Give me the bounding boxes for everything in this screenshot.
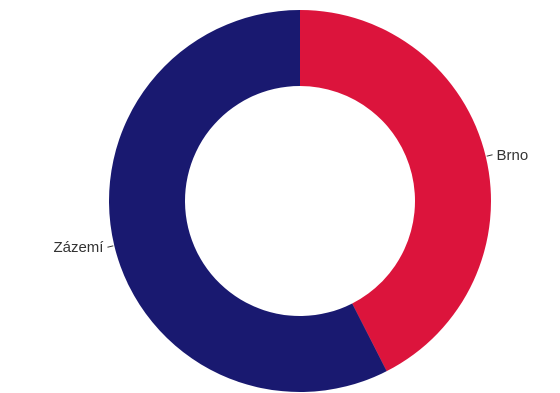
leader-line-zázemí	[107, 245, 114, 248]
slice-label-zázemí: Zázemí	[53, 239, 104, 256]
slices-group	[109, 10, 492, 392]
slice-zázemí[interactable]	[109, 10, 387, 392]
slice-label-brno: Brno	[497, 147, 529, 164]
leader-line-brno	[486, 154, 493, 157]
slice-brno[interactable]	[300, 10, 492, 372]
labels-group: Brno Zázemí	[53, 147, 528, 256]
